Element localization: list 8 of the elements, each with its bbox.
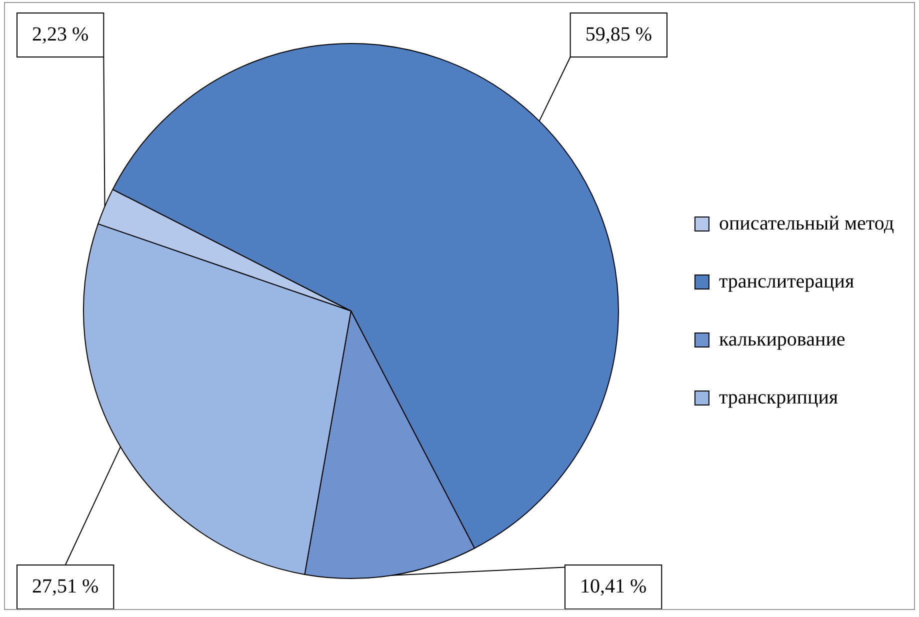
data-label: 10,41 %	[580, 575, 647, 598]
data-label: 59,85 %	[585, 23, 652, 46]
legend-label: описательный метод	[718, 212, 894, 234]
data-label: 27,51 %	[32, 575, 99, 598]
legend-label: транслитерация	[718, 270, 854, 292]
legend-label: транскрипция	[718, 386, 838, 408]
legend-label: калькирование	[718, 328, 846, 350]
data-label: 2,23 %	[32, 23, 89, 46]
